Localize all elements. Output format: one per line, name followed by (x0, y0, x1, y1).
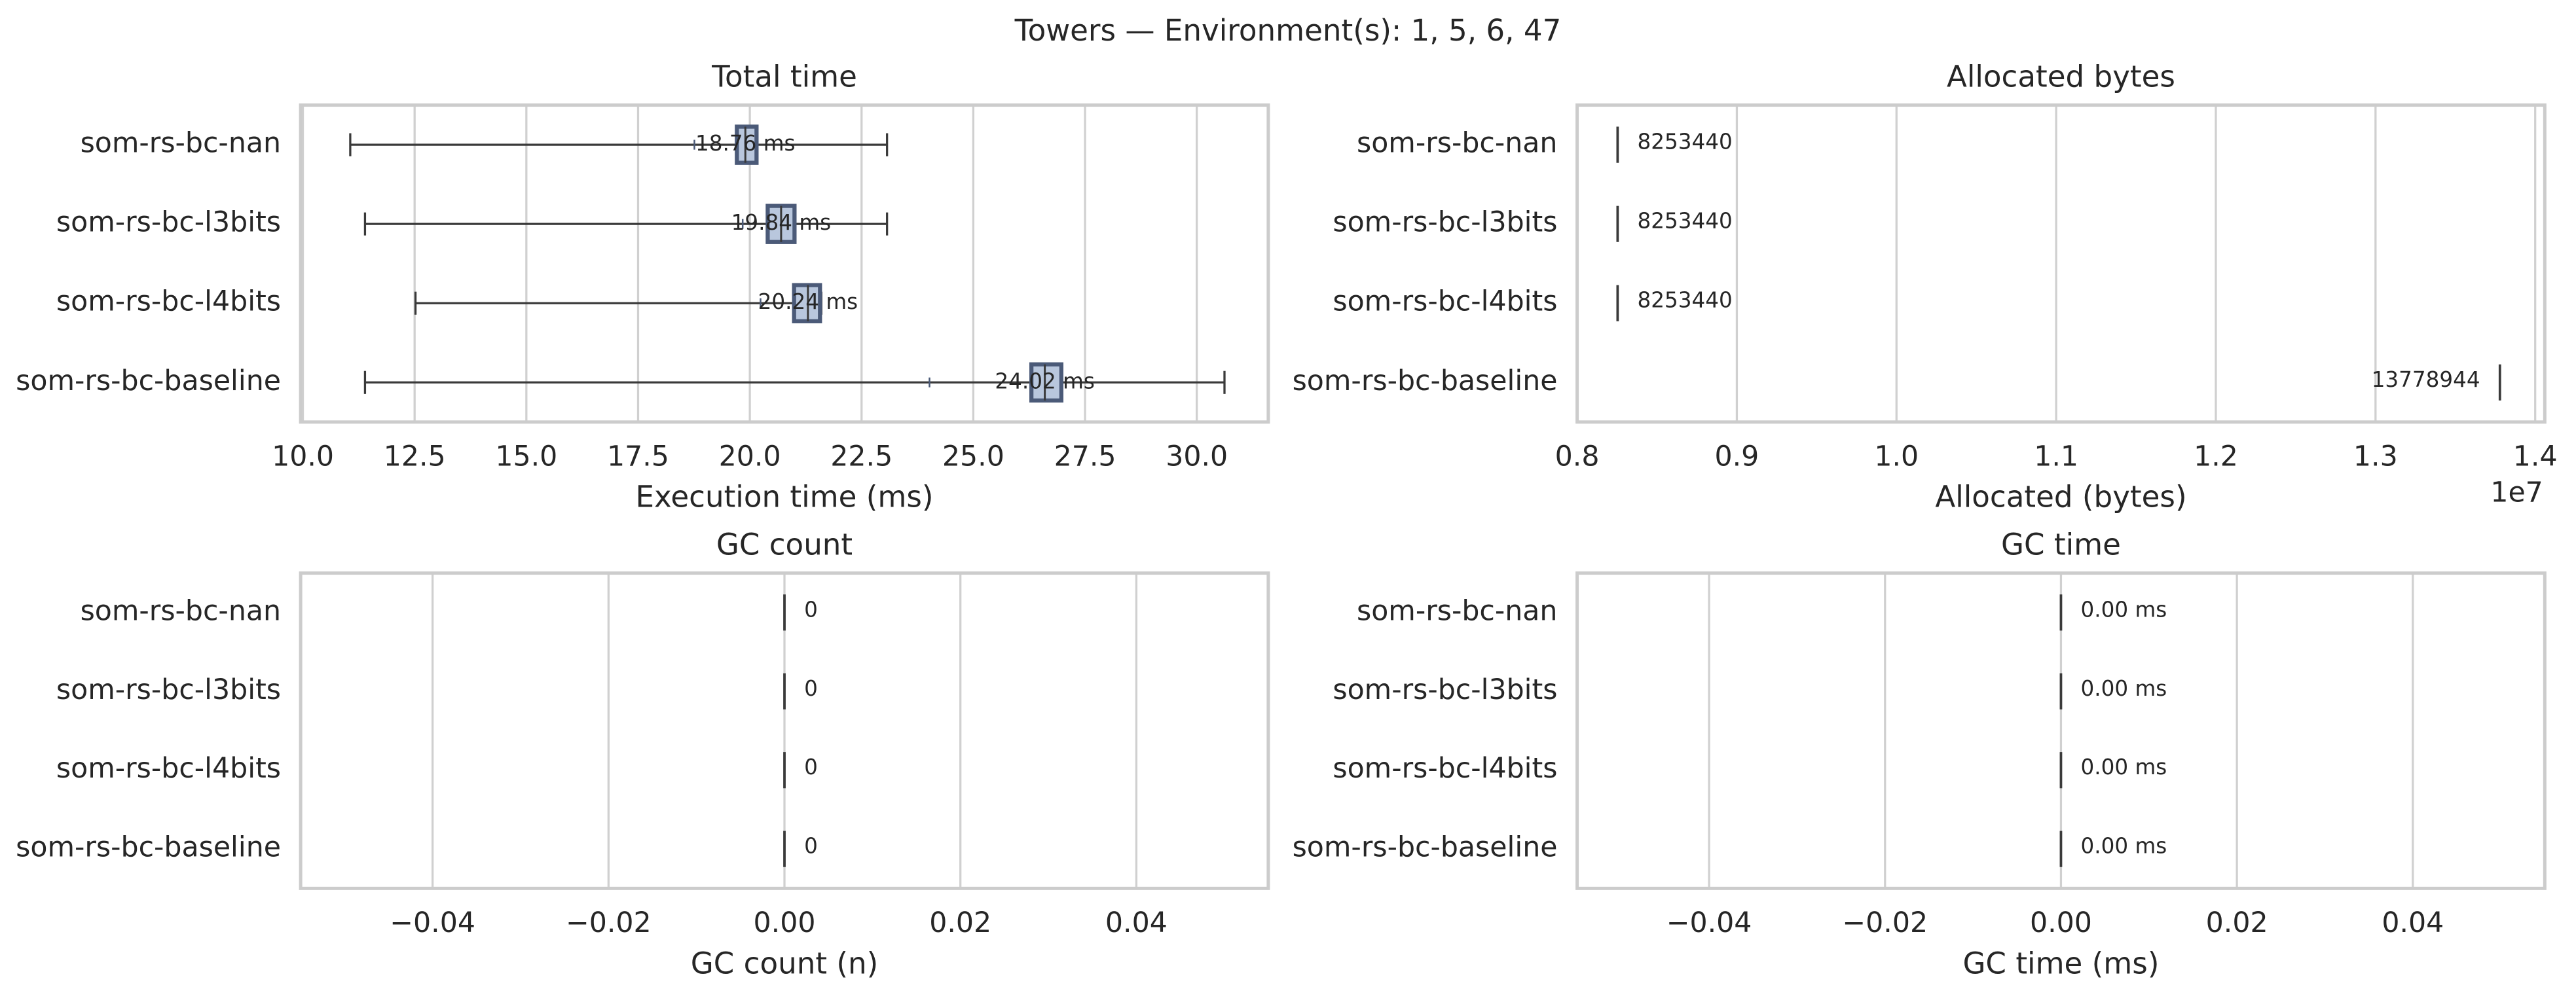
x-tick-label: 0.02 (929, 906, 991, 939)
x-axis-label: GC count (n) (691, 946, 878, 980)
value-label: 0 (804, 755, 818, 780)
x-axis-label: Execution time (ms) (635, 480, 933, 514)
y-tick-label: som-rs-bc-l4bits (1333, 752, 1557, 785)
value-label: 24.02 ms (995, 368, 1094, 393)
plot-frame (1575, 103, 2547, 424)
y-tick-label: som-rs-bc-l3bits (1333, 206, 1557, 239)
figure-title: Towers — Environment(s): 1, 5, 6, 47 (1014, 13, 1562, 48)
plot-frame (299, 103, 1270, 424)
value-label: 0 (804, 834, 818, 859)
plot-frame (299, 571, 1270, 890)
value-label: 0.00 ms (2081, 755, 2167, 780)
x-tick-label: 22.5 (830, 440, 892, 473)
x-tick-label: 0.04 (1105, 906, 1168, 939)
value-label: 0.00 ms (2081, 676, 2167, 701)
value-label: 0.00 ms (2081, 597, 2167, 622)
value-label: 0 (804, 597, 818, 622)
x-tick-label: 0.04 (2382, 906, 2444, 939)
box (1029, 362, 1064, 403)
x-tick-label: 0.00 (754, 906, 816, 939)
y-tick-label: som-rs-bc-l3bits (56, 206, 281, 239)
y-tick-label: som-rs-bc-nan (81, 594, 281, 627)
value-label: 8253440 (1637, 130, 1732, 154)
y-tick-label: som-rs-bc-l4bits (1333, 285, 1557, 318)
plot-frame (1575, 571, 2547, 890)
chart-title: GC time (2001, 527, 2121, 562)
y-tick-label: som-rs-bc-nan (81, 127, 281, 160)
value-label: 8253440 (1637, 288, 1732, 313)
x-tick-label: 1.3 (2353, 440, 2398, 473)
value-label: 20.24 ms (758, 289, 858, 314)
y-tick-label: som-rs-bc-l4bits (56, 285, 281, 318)
x-tick-label: −0.04 (1666, 906, 1752, 939)
x-tick-label: 1.1 (2034, 440, 2078, 473)
x-tick-label: 25.0 (942, 440, 1004, 473)
value-label: 19.84 ms (731, 210, 831, 235)
x-tick-label: 12.5 (384, 440, 446, 473)
y-tick-label: som-rs-bc-l3bits (56, 673, 281, 706)
value-label: 0.00 ms (2081, 834, 2167, 859)
x-tick-label: 0.8 (1555, 440, 1600, 473)
x-tick-label: −0.04 (390, 906, 475, 939)
value-label: 13778944 (2372, 367, 2480, 392)
y-tick-label: som-rs-bc-nan (1357, 127, 1557, 160)
value-label: 8253440 (1637, 209, 1732, 234)
value-label: 0 (804, 676, 818, 701)
x-axis-label: Allocated (bytes) (1935, 480, 2186, 514)
x-tick-label: −0.02 (566, 906, 652, 939)
x-tick-label: 0.9 (1715, 440, 1759, 473)
chart-title: Total time (711, 59, 857, 94)
x-tick-label: 1.0 (1874, 440, 1919, 473)
y-tick-label: som-rs-bc-l4bits (56, 752, 281, 785)
box (735, 124, 759, 165)
x-tick-label: 27.5 (1054, 440, 1116, 473)
x-tick-label: 0.02 (2206, 906, 2268, 939)
y-tick-label: som-rs-bc-l3bits (1333, 673, 1557, 706)
value-label: 18.76 ms (695, 131, 795, 156)
x-tick-label: 15.0 (495, 440, 557, 473)
x-tick-label: 30.0 (1166, 440, 1228, 473)
x-tick-label: 20.0 (719, 440, 781, 473)
axis-offset-text: 1e7 (2490, 476, 2543, 509)
x-tick-label: 17.5 (607, 440, 669, 473)
chart-title: GC count (716, 527, 853, 562)
y-tick-label: som-rs-bc-baseline (16, 365, 281, 397)
y-tick-label: som-rs-bc-baseline (16, 831, 281, 864)
x-axis-label: GC time (ms) (1962, 946, 2159, 980)
x-tick-label: 1.4 (2513, 440, 2558, 473)
chart-title: Allocated bytes (1947, 59, 2175, 94)
y-tick-label: som-rs-bc-baseline (1293, 831, 1558, 864)
x-tick-label: −0.02 (1842, 906, 1928, 939)
x-tick-label: 10.0 (272, 440, 334, 473)
x-tick-label: 1.2 (2194, 440, 2238, 473)
y-tick-label: som-rs-bc-baseline (1293, 365, 1558, 397)
x-tick-label: 0.00 (2030, 906, 2092, 939)
y-tick-label: som-rs-bc-nan (1357, 594, 1557, 627)
